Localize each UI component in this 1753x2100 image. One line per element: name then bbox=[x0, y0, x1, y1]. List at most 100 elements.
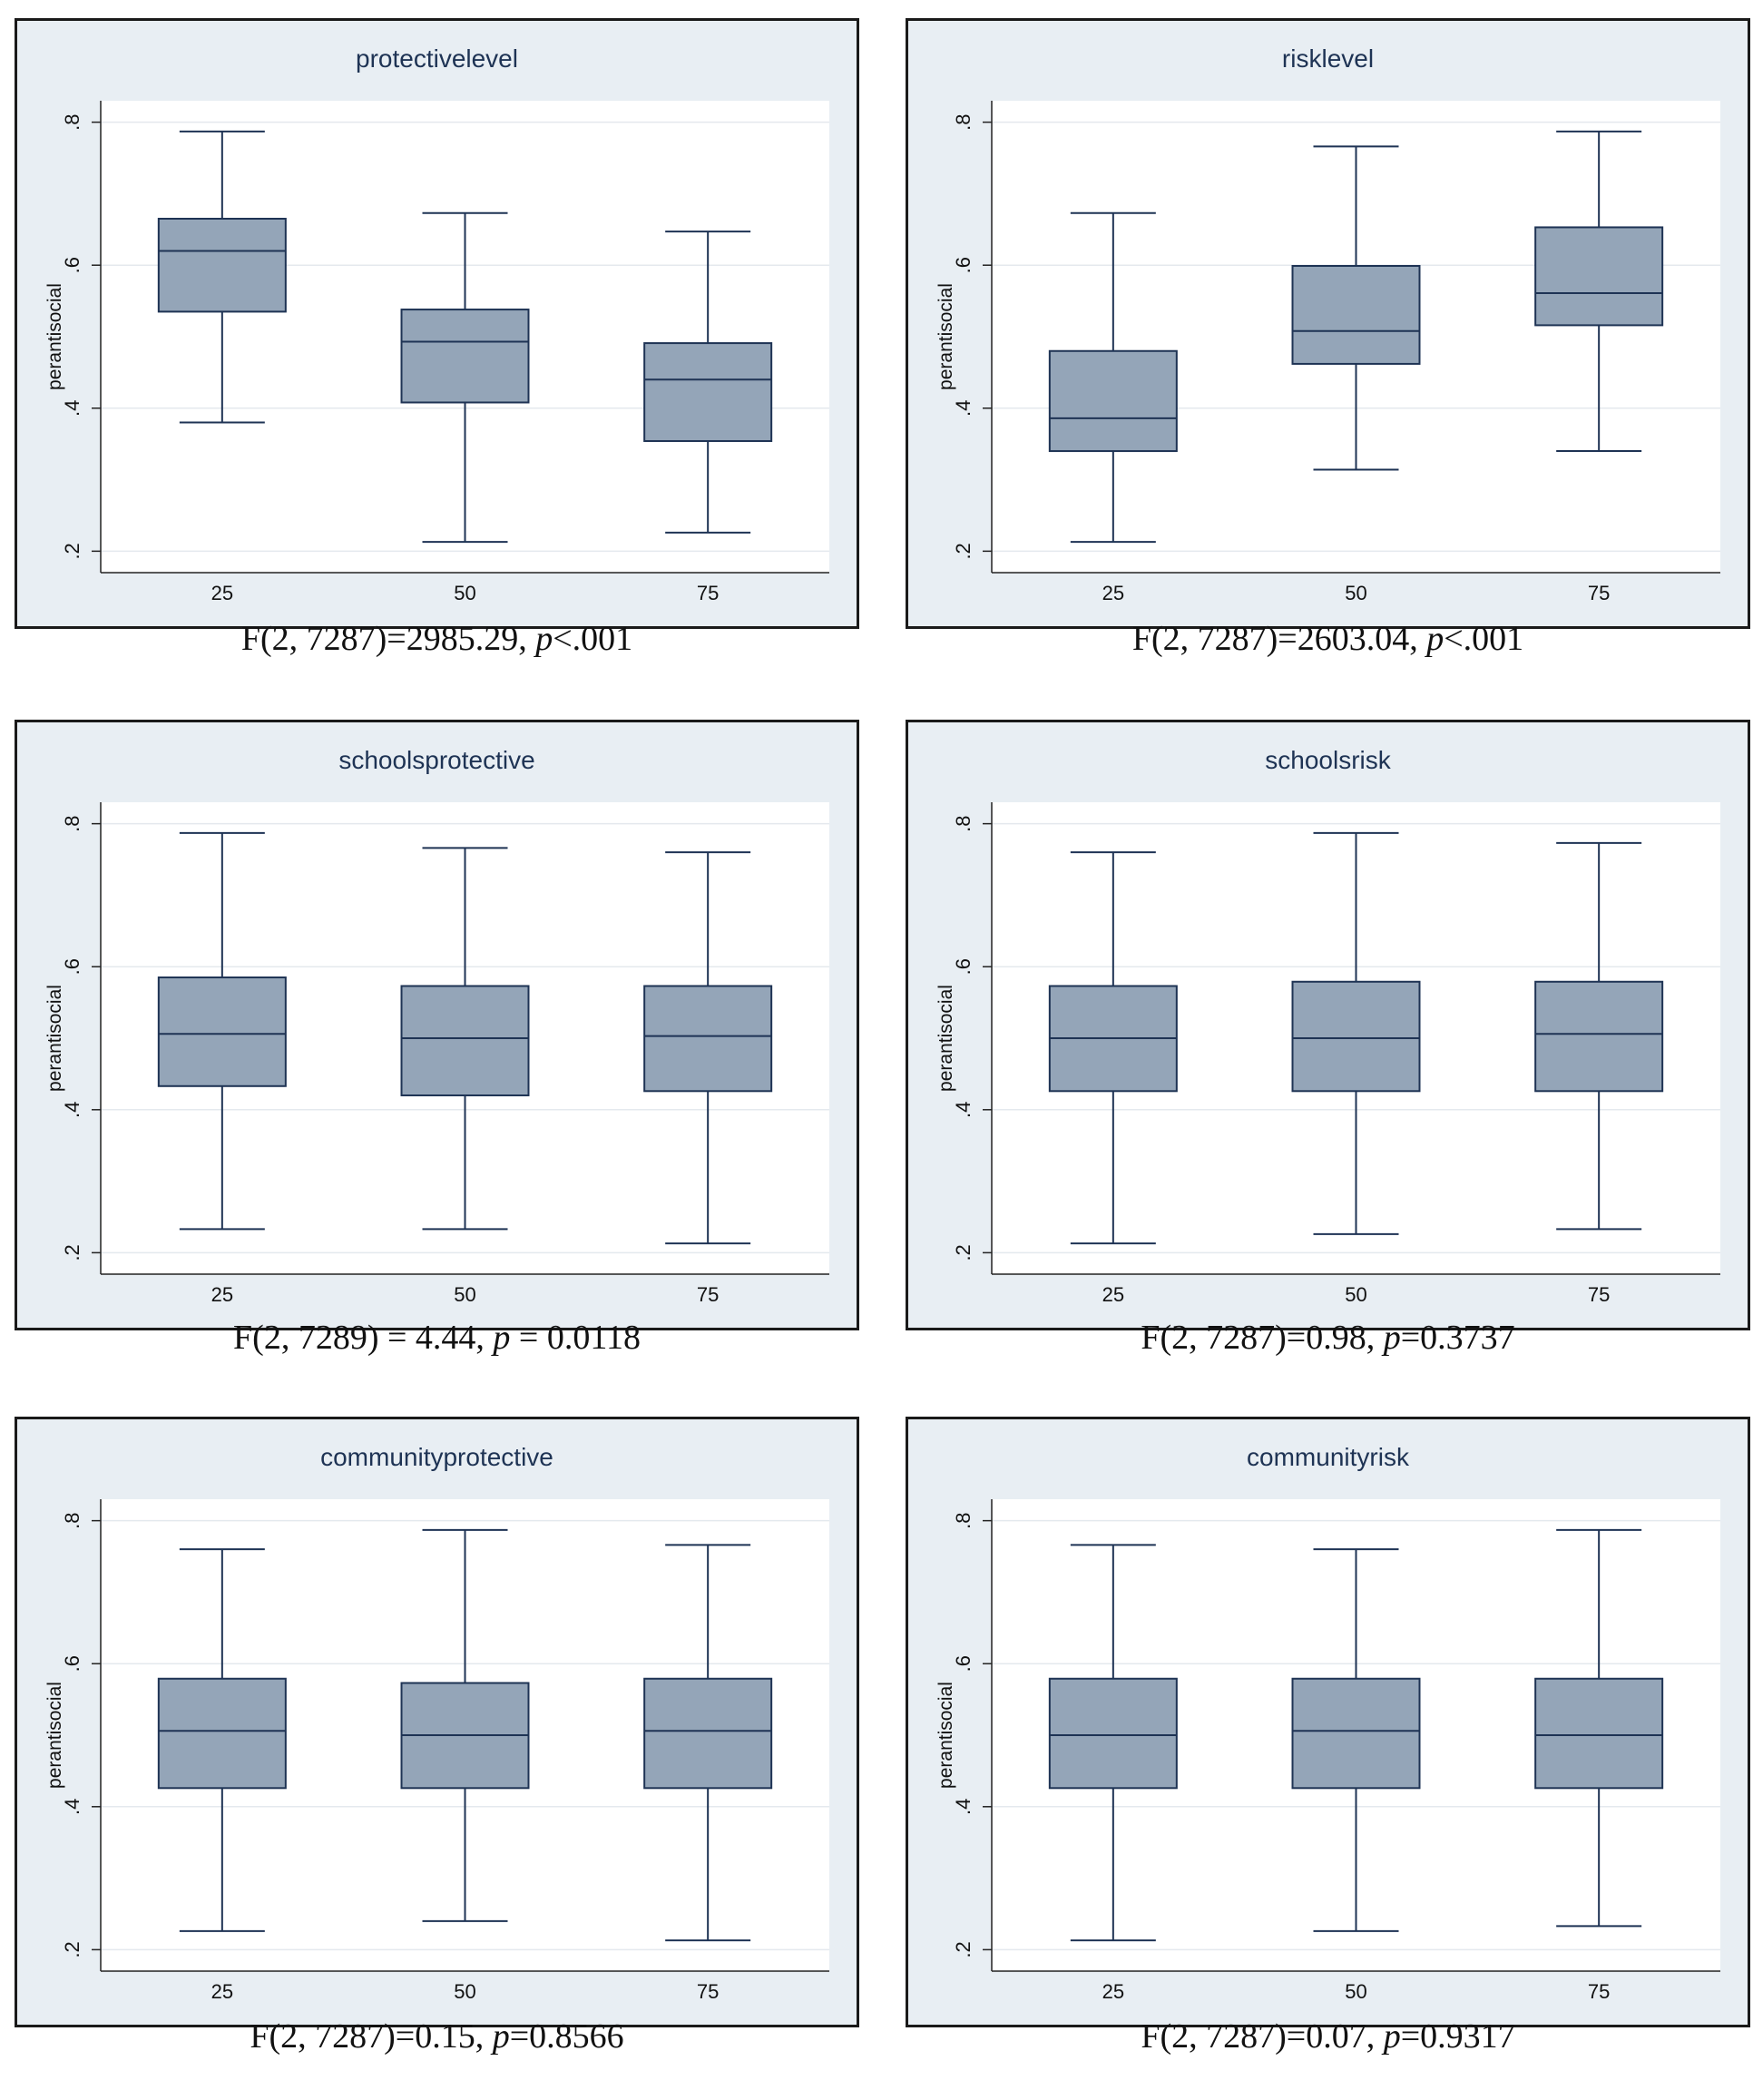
x-tick-label: 50 bbox=[454, 582, 475, 604]
box-75 bbox=[643, 231, 773, 534]
x-tick-label: 25 bbox=[1102, 1980, 1124, 2003]
iqr-box bbox=[1534, 226, 1664, 327]
y-axis-label: perantisocial bbox=[44, 283, 65, 390]
y-axis-label: perantisocial bbox=[44, 985, 65, 1092]
chart-panel-protectivelevel: protectivelevel .2 .4 .6 .8 perantisocial 25 50… bbox=[15, 18, 859, 629]
box-50 bbox=[1291, 145, 1421, 471]
y-axis-label: perantisocial bbox=[935, 1682, 956, 1789]
y-tick-label: .4 bbox=[952, 400, 974, 417]
chart-title: schoolsprotective bbox=[338, 746, 535, 774]
y-tick-label: .2 bbox=[61, 1244, 83, 1261]
iqr-box bbox=[1291, 980, 1421, 1093]
x-tick-label: 50 bbox=[454, 1980, 475, 2003]
iqr-box bbox=[1291, 1677, 1421, 1790]
box-50 bbox=[1291, 1548, 1421, 1932]
box-75 bbox=[643, 1544, 773, 1942]
chart-panel-communityrisk: communityrisk .2 .4 .6 .8 perantisocial 25 50 75 bbox=[906, 1417, 1750, 2027]
caption-stat: F(2, 7287)=2985.29, bbox=[240, 620, 536, 658]
y-tick-label: .2 bbox=[952, 1941, 974, 1958]
x-tick-label: 25 bbox=[211, 1980, 233, 2003]
iqr-box bbox=[1534, 1677, 1664, 1790]
caption-p-value: =0.9317 bbox=[1400, 2017, 1515, 2056]
chart-panel-schoolsprotective: schoolsprotective .2 .4 .6 .8 perantisocial 25… bbox=[15, 720, 859, 1330]
chart-svg: .2 .4 .6 .8 perantisocial 25 50 75 bbox=[44, 802, 829, 1306]
caption-p-value: =0.3737 bbox=[1400, 1319, 1515, 1357]
y-tick-label: .4 bbox=[61, 400, 83, 417]
chart-title: schoolsrisk bbox=[1265, 746, 1391, 774]
caption-p-symbol: p bbox=[535, 620, 553, 658]
y-tick-label: .6 bbox=[952, 1655, 974, 1672]
iqr-box bbox=[400, 309, 530, 404]
iqr-box bbox=[1534, 980, 1664, 1093]
x-tick-label: 50 bbox=[454, 1283, 475, 1306]
y-tick-label: .2 bbox=[952, 543, 974, 559]
y-tick-label: .4 bbox=[952, 1102, 974, 1118]
y-tick-label: .8 bbox=[952, 1512, 974, 1528]
x-tick-label: 25 bbox=[1102, 1283, 1124, 1306]
caption-p-value: <.001 bbox=[1444, 620, 1524, 658]
iqr-box bbox=[1048, 349, 1178, 453]
x-tick-label: 25 bbox=[211, 1283, 233, 1306]
x-tick-label: 50 bbox=[1345, 582, 1366, 604]
y-tick-label: .6 bbox=[61, 257, 83, 273]
caption-p-value: = 0.0118 bbox=[510, 1319, 641, 1357]
chart-panel-communityprotective: communityprotective .2 .4 .6 .8 perantisocial… bbox=[15, 1417, 859, 2027]
y-axis-label: perantisocial bbox=[935, 985, 956, 1092]
box-75 bbox=[1534, 841, 1664, 1231]
x-tick-label: 25 bbox=[1102, 582, 1124, 604]
y-tick-label: .6 bbox=[952, 958, 974, 975]
anova-caption: F(2, 7289) = 4.44, p = 0.0118 bbox=[15, 1318, 859, 1358]
caption-stat: F(2, 7287)=0.07, bbox=[1141, 2017, 1384, 2056]
box-50 bbox=[400, 1528, 530, 1922]
iqr-box bbox=[157, 976, 287, 1087]
caption-stat: F(2, 7289) = 4.44, bbox=[233, 1319, 494, 1357]
caption-p-symbol: p bbox=[492, 2017, 510, 2056]
caption-p-symbol: p bbox=[493, 1319, 511, 1357]
iqr-box bbox=[643, 1677, 773, 1790]
anova-caption: F(2, 7287)=2603.04, p<.001 bbox=[906, 619, 1750, 659]
chart-svg: .2 .4 .6 .8 perantisocial 25 50 75 bbox=[44, 1499, 829, 2003]
iqr-box bbox=[643, 985, 773, 1093]
caption-p-symbol: p bbox=[1426, 620, 1445, 658]
y-tick-label: .4 bbox=[61, 1102, 83, 1118]
x-tick-label: 75 bbox=[1588, 1980, 1610, 2003]
y-tick-label: .8 bbox=[952, 815, 974, 831]
box-25 bbox=[157, 831, 287, 1231]
iqr-box bbox=[400, 985, 530, 1097]
iqr-box bbox=[1291, 265, 1421, 365]
box-75 bbox=[1534, 130, 1664, 453]
y-tick-label: .8 bbox=[61, 815, 83, 831]
chart-svg: .2 .4 .6 .8 perantisocial 25 50 75 bbox=[935, 101, 1720, 604]
chart-svg: .2 .4 .6 .8 perantisocial 25 50 75 bbox=[44, 101, 829, 604]
x-tick-label: 75 bbox=[697, 1980, 719, 2003]
anova-caption: F(2, 7287)=0.07, p=0.9317 bbox=[906, 2017, 1750, 2056]
chart-title: risklevel bbox=[1281, 44, 1375, 73]
anova-caption: F(2, 7287)=0.15, p=0.8566 bbox=[15, 2017, 859, 2056]
x-tick-label: 25 bbox=[211, 582, 233, 604]
box-50 bbox=[400, 211, 530, 544]
caption-p-value: =0.8566 bbox=[509, 2017, 624, 2056]
box-75 bbox=[1534, 1528, 1664, 1928]
caption-stat: F(2, 7287)=0.15, bbox=[250, 2017, 493, 2056]
box-25 bbox=[157, 1548, 287, 1932]
y-tick-label: .8 bbox=[61, 1512, 83, 1528]
y-axis-label: perantisocial bbox=[935, 283, 956, 390]
caption-p-symbol: p bbox=[1383, 2017, 1401, 2056]
chart-title: protectivelevel bbox=[356, 44, 518, 73]
y-tick-label: .6 bbox=[61, 1655, 83, 1672]
iqr-box bbox=[1048, 1677, 1178, 1790]
iqr-box bbox=[157, 1677, 287, 1790]
y-tick-label: .8 bbox=[952, 113, 974, 130]
x-tick-label: 75 bbox=[697, 1283, 719, 1306]
chart-svg: .2 .4 .6 .8 perantisocial 25 50 75 bbox=[935, 802, 1720, 1306]
anova-caption: F(2, 7287)=2985.29, p<.001 bbox=[15, 619, 859, 659]
box-50 bbox=[400, 847, 530, 1231]
box-25 bbox=[1048, 211, 1178, 544]
x-tick-label: 75 bbox=[1588, 582, 1610, 604]
caption-stat: F(2, 7287)=0.98, bbox=[1141, 1319, 1384, 1357]
y-tick-label: .2 bbox=[61, 543, 83, 559]
x-tick-label: 75 bbox=[697, 582, 719, 604]
box-75 bbox=[643, 851, 773, 1245]
chart-panel-schoolsrisk: schoolsrisk .2 .4 .6 .8 perantisocial 25 50 75 bbox=[906, 720, 1750, 1330]
box-25 bbox=[1048, 851, 1178, 1245]
